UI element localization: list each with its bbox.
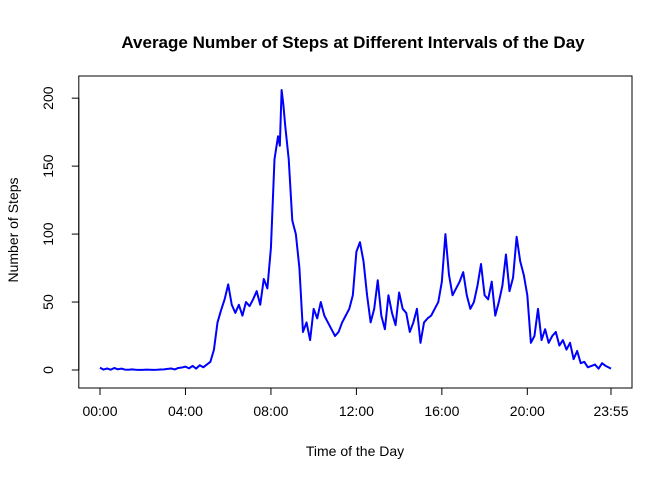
- chart-title: Average Number of Steps at Different Int…: [121, 33, 585, 52]
- y-axis-title: Number of Steps: [5, 177, 21, 282]
- series-line-steps: [99, 89, 612, 371]
- y-tick-label: 50: [40, 294, 56, 310]
- x-tick-label: 16:00: [424, 403, 459, 419]
- x-tick-label: 12:00: [339, 403, 374, 419]
- x-tick-label: 23:55: [593, 403, 628, 419]
- x-tick-label: 00:00: [82, 403, 117, 419]
- y-tick-label: 100: [40, 222, 56, 246]
- x-axis-title: Time of the Day: [306, 443, 404, 459]
- y-tick-label: 150: [40, 154, 56, 178]
- x-tick-label: 20:00: [510, 403, 545, 419]
- y-tick-label: 0: [40, 366, 56, 374]
- x-tick-label: 04:00: [168, 403, 203, 419]
- x-axis: 00:00 04:00 08:00 12:00 16:00 20:00 23:55: [82, 387, 629, 419]
- y-axis: 0 50 100 150 200: [40, 86, 80, 374]
- x-tick-label: 08:00: [253, 403, 288, 419]
- y-tick-label: 200: [40, 86, 56, 110]
